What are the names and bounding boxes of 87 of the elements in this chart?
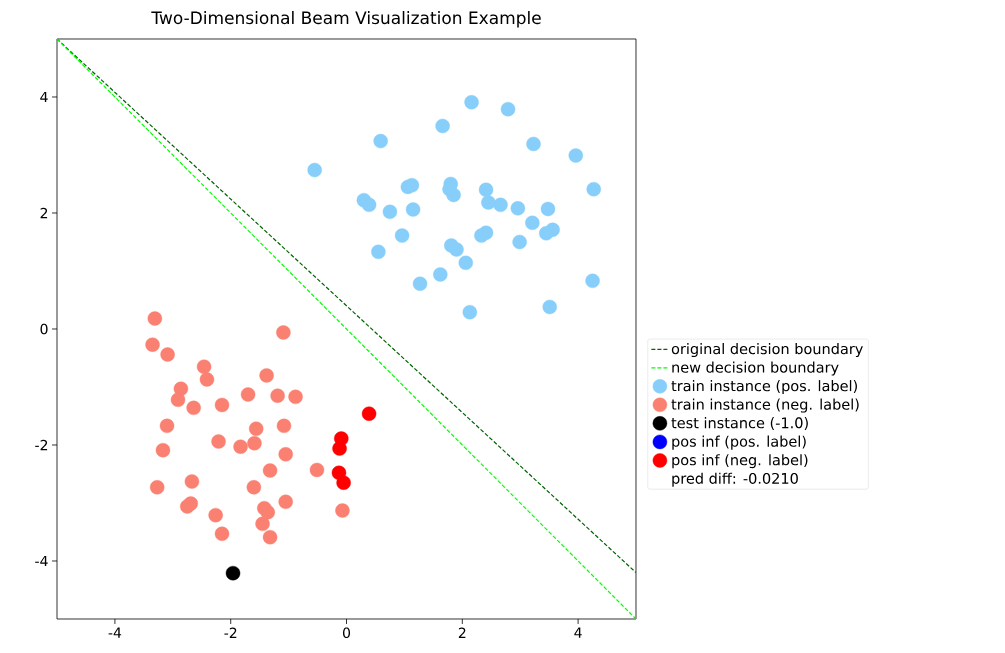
point [405,202,421,217]
point [458,255,473,271]
legend-label: pos inf (neg. label) [672,454,808,469]
point [247,436,262,451]
point [542,299,557,315]
point [145,337,160,352]
point [474,228,489,243]
legend-label: train instance (neg. label) [671,398,859,413]
point [585,273,600,289]
point [568,148,583,163]
point [186,400,201,416]
point [278,447,293,462]
point [394,228,410,243]
point [493,197,508,213]
legend-label: pos inf (pos. label) [672,435,806,450]
y-tick-label: 0 [40,323,48,335]
point [208,507,223,523]
point [262,463,278,478]
point [278,494,293,510]
point [464,95,479,110]
point [335,503,350,518]
point [586,182,601,197]
point [170,392,186,407]
point [307,162,322,178]
legend-label: train instance (pos. label) [671,380,857,395]
y-tick-label: 2 [40,207,48,219]
point [373,133,388,149]
point [412,276,428,291]
point [276,325,291,340]
point [240,387,256,402]
point [462,304,478,320]
point [500,101,516,117]
point [214,397,230,413]
point [526,136,541,152]
point [155,443,171,458]
point [336,475,351,490]
point [255,516,270,532]
point [446,187,461,203]
point [435,118,450,134]
point [260,505,275,520]
point [539,226,554,241]
point [309,462,325,478]
point [248,421,264,436]
point [184,474,200,489]
point [211,434,226,449]
point [199,372,215,387]
legend-label: new decision boundary [672,361,839,376]
point [510,201,526,216]
point [214,526,230,541]
point [196,359,212,374]
point [449,242,464,257]
point [147,311,163,326]
point [160,347,175,362]
point [159,418,175,434]
point [332,441,347,456]
point [371,244,386,260]
y-tick-label: -2 [35,439,48,451]
point [270,388,285,403]
x-tick-label: -4 [108,627,122,638]
point [225,565,241,581]
point [246,480,262,495]
point [525,215,540,231]
chart-title: Two-Dimensional Beam Visualization Example [151,11,541,28]
point [149,480,165,495]
point [540,201,556,217]
point [262,530,278,545]
point [361,406,377,421]
point [382,204,398,220]
legend-label: original decision boundary [671,343,863,358]
x-tick-label: 2 [458,627,466,638]
point [481,195,496,210]
x-tick-label: -2 [224,627,237,638]
point [276,418,292,434]
x-tick-label: 0 [342,627,351,639]
point [433,267,448,282]
point [288,389,303,405]
point [512,234,527,250]
point [259,368,274,383]
point [478,182,494,197]
point [361,197,377,213]
x-tick-label: 4 [574,627,582,638]
text: pred diff: -0.0210 [672,472,798,487]
point [404,177,420,193]
point [233,439,248,454]
y-tick-label: -4 [35,555,48,567]
legend-label: test instance (-1.0) [671,417,808,431]
y-tick-label: 4 [40,91,48,103]
